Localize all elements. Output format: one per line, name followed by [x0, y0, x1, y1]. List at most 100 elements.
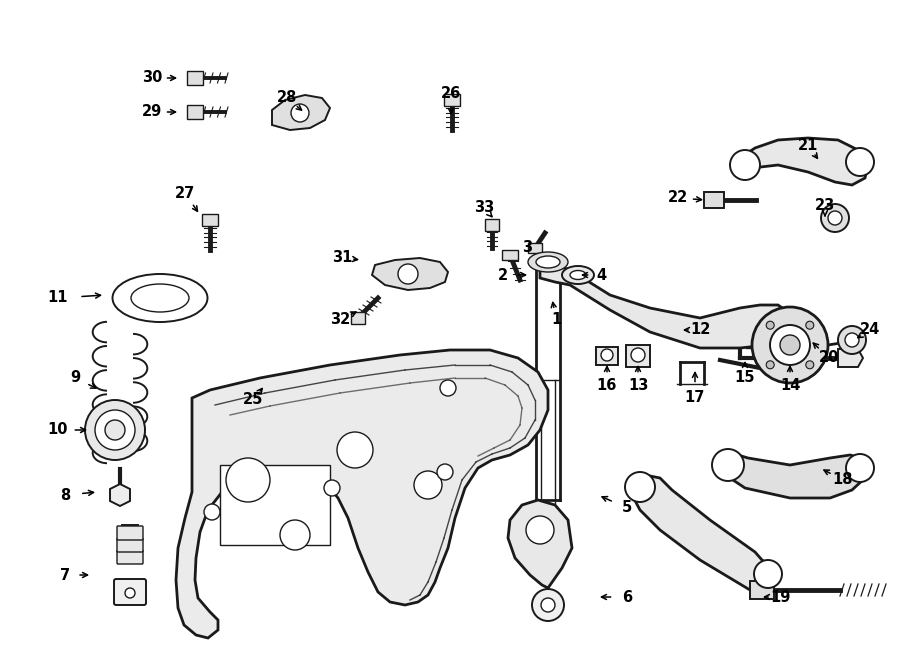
Ellipse shape: [562, 266, 594, 284]
Text: 14: 14: [779, 377, 800, 393]
Text: 27: 27: [175, 186, 195, 200]
Text: 9: 9: [70, 371, 80, 385]
Text: 7: 7: [60, 568, 70, 582]
Text: 5: 5: [622, 500, 632, 516]
Text: 8: 8: [60, 488, 70, 502]
Circle shape: [766, 361, 774, 369]
FancyBboxPatch shape: [117, 550, 143, 564]
Text: 11: 11: [48, 290, 68, 305]
Text: 21: 21: [797, 137, 818, 153]
Circle shape: [204, 504, 220, 520]
Circle shape: [770, 325, 810, 365]
Circle shape: [398, 264, 418, 284]
Polygon shape: [838, 349, 863, 367]
Polygon shape: [187, 105, 203, 119]
Circle shape: [806, 361, 814, 369]
Polygon shape: [750, 581, 774, 599]
Text: 18: 18: [832, 473, 853, 488]
Circle shape: [95, 410, 135, 450]
Circle shape: [845, 333, 859, 347]
Circle shape: [280, 520, 310, 550]
Bar: [626, 345, 650, 367]
Text: 20: 20: [819, 350, 839, 366]
Circle shape: [324, 480, 340, 496]
Circle shape: [541, 598, 555, 612]
Circle shape: [754, 560, 782, 588]
Polygon shape: [444, 94, 460, 106]
Circle shape: [821, 204, 849, 232]
Circle shape: [712, 449, 744, 481]
Text: 26: 26: [441, 87, 461, 102]
Text: 23: 23: [814, 198, 835, 212]
Text: 10: 10: [48, 422, 68, 438]
Circle shape: [631, 348, 645, 362]
Polygon shape: [540, 262, 790, 348]
Text: 15: 15: [734, 371, 755, 385]
Circle shape: [766, 321, 774, 329]
Circle shape: [846, 454, 874, 482]
Polygon shape: [202, 214, 218, 226]
Circle shape: [414, 471, 442, 499]
Bar: [596, 347, 618, 365]
Polygon shape: [485, 219, 499, 231]
Text: 31: 31: [332, 251, 352, 266]
Text: 6: 6: [622, 590, 632, 605]
Text: 22: 22: [668, 190, 688, 206]
Text: 33: 33: [474, 200, 494, 215]
Polygon shape: [528, 243, 542, 253]
Polygon shape: [187, 71, 203, 85]
Polygon shape: [704, 192, 724, 208]
Circle shape: [780, 335, 800, 355]
Text: 24: 24: [860, 323, 880, 338]
Text: 19: 19: [770, 590, 790, 605]
Text: 30: 30: [142, 71, 162, 85]
FancyBboxPatch shape: [117, 538, 143, 552]
Circle shape: [806, 321, 814, 329]
Circle shape: [440, 380, 456, 396]
Circle shape: [828, 211, 842, 225]
Circle shape: [526, 516, 554, 544]
Circle shape: [291, 104, 309, 122]
FancyBboxPatch shape: [117, 526, 143, 540]
Circle shape: [85, 400, 145, 460]
Text: 16: 16: [597, 377, 617, 393]
Circle shape: [226, 458, 270, 502]
Circle shape: [601, 349, 613, 361]
Circle shape: [730, 150, 760, 180]
Circle shape: [838, 326, 866, 354]
Circle shape: [532, 589, 564, 621]
Text: 25: 25: [243, 393, 263, 407]
Text: 2: 2: [498, 268, 508, 282]
Polygon shape: [502, 250, 518, 260]
Polygon shape: [351, 312, 365, 324]
Polygon shape: [718, 452, 868, 498]
Polygon shape: [176, 350, 548, 638]
Circle shape: [125, 588, 135, 598]
Ellipse shape: [536, 256, 560, 268]
Text: 1: 1: [551, 313, 561, 327]
Polygon shape: [632, 475, 778, 598]
Polygon shape: [372, 258, 448, 290]
Text: 3: 3: [522, 241, 532, 256]
Bar: [220, 465, 330, 545]
Ellipse shape: [570, 270, 586, 280]
Circle shape: [846, 148, 874, 176]
Circle shape: [105, 420, 125, 440]
Circle shape: [625, 472, 655, 502]
Text: 4: 4: [596, 268, 606, 282]
Polygon shape: [508, 500, 572, 588]
Text: 32: 32: [330, 313, 350, 327]
Polygon shape: [110, 484, 130, 506]
Text: 28: 28: [277, 91, 297, 106]
Ellipse shape: [528, 252, 568, 272]
FancyBboxPatch shape: [114, 579, 146, 605]
Text: 12: 12: [689, 323, 710, 338]
Text: 29: 29: [142, 104, 162, 120]
Polygon shape: [740, 138, 868, 185]
Polygon shape: [272, 95, 330, 130]
Text: 13: 13: [628, 377, 648, 393]
Circle shape: [437, 464, 453, 480]
Circle shape: [337, 432, 373, 468]
Circle shape: [752, 307, 828, 383]
Text: 17: 17: [685, 391, 706, 405]
